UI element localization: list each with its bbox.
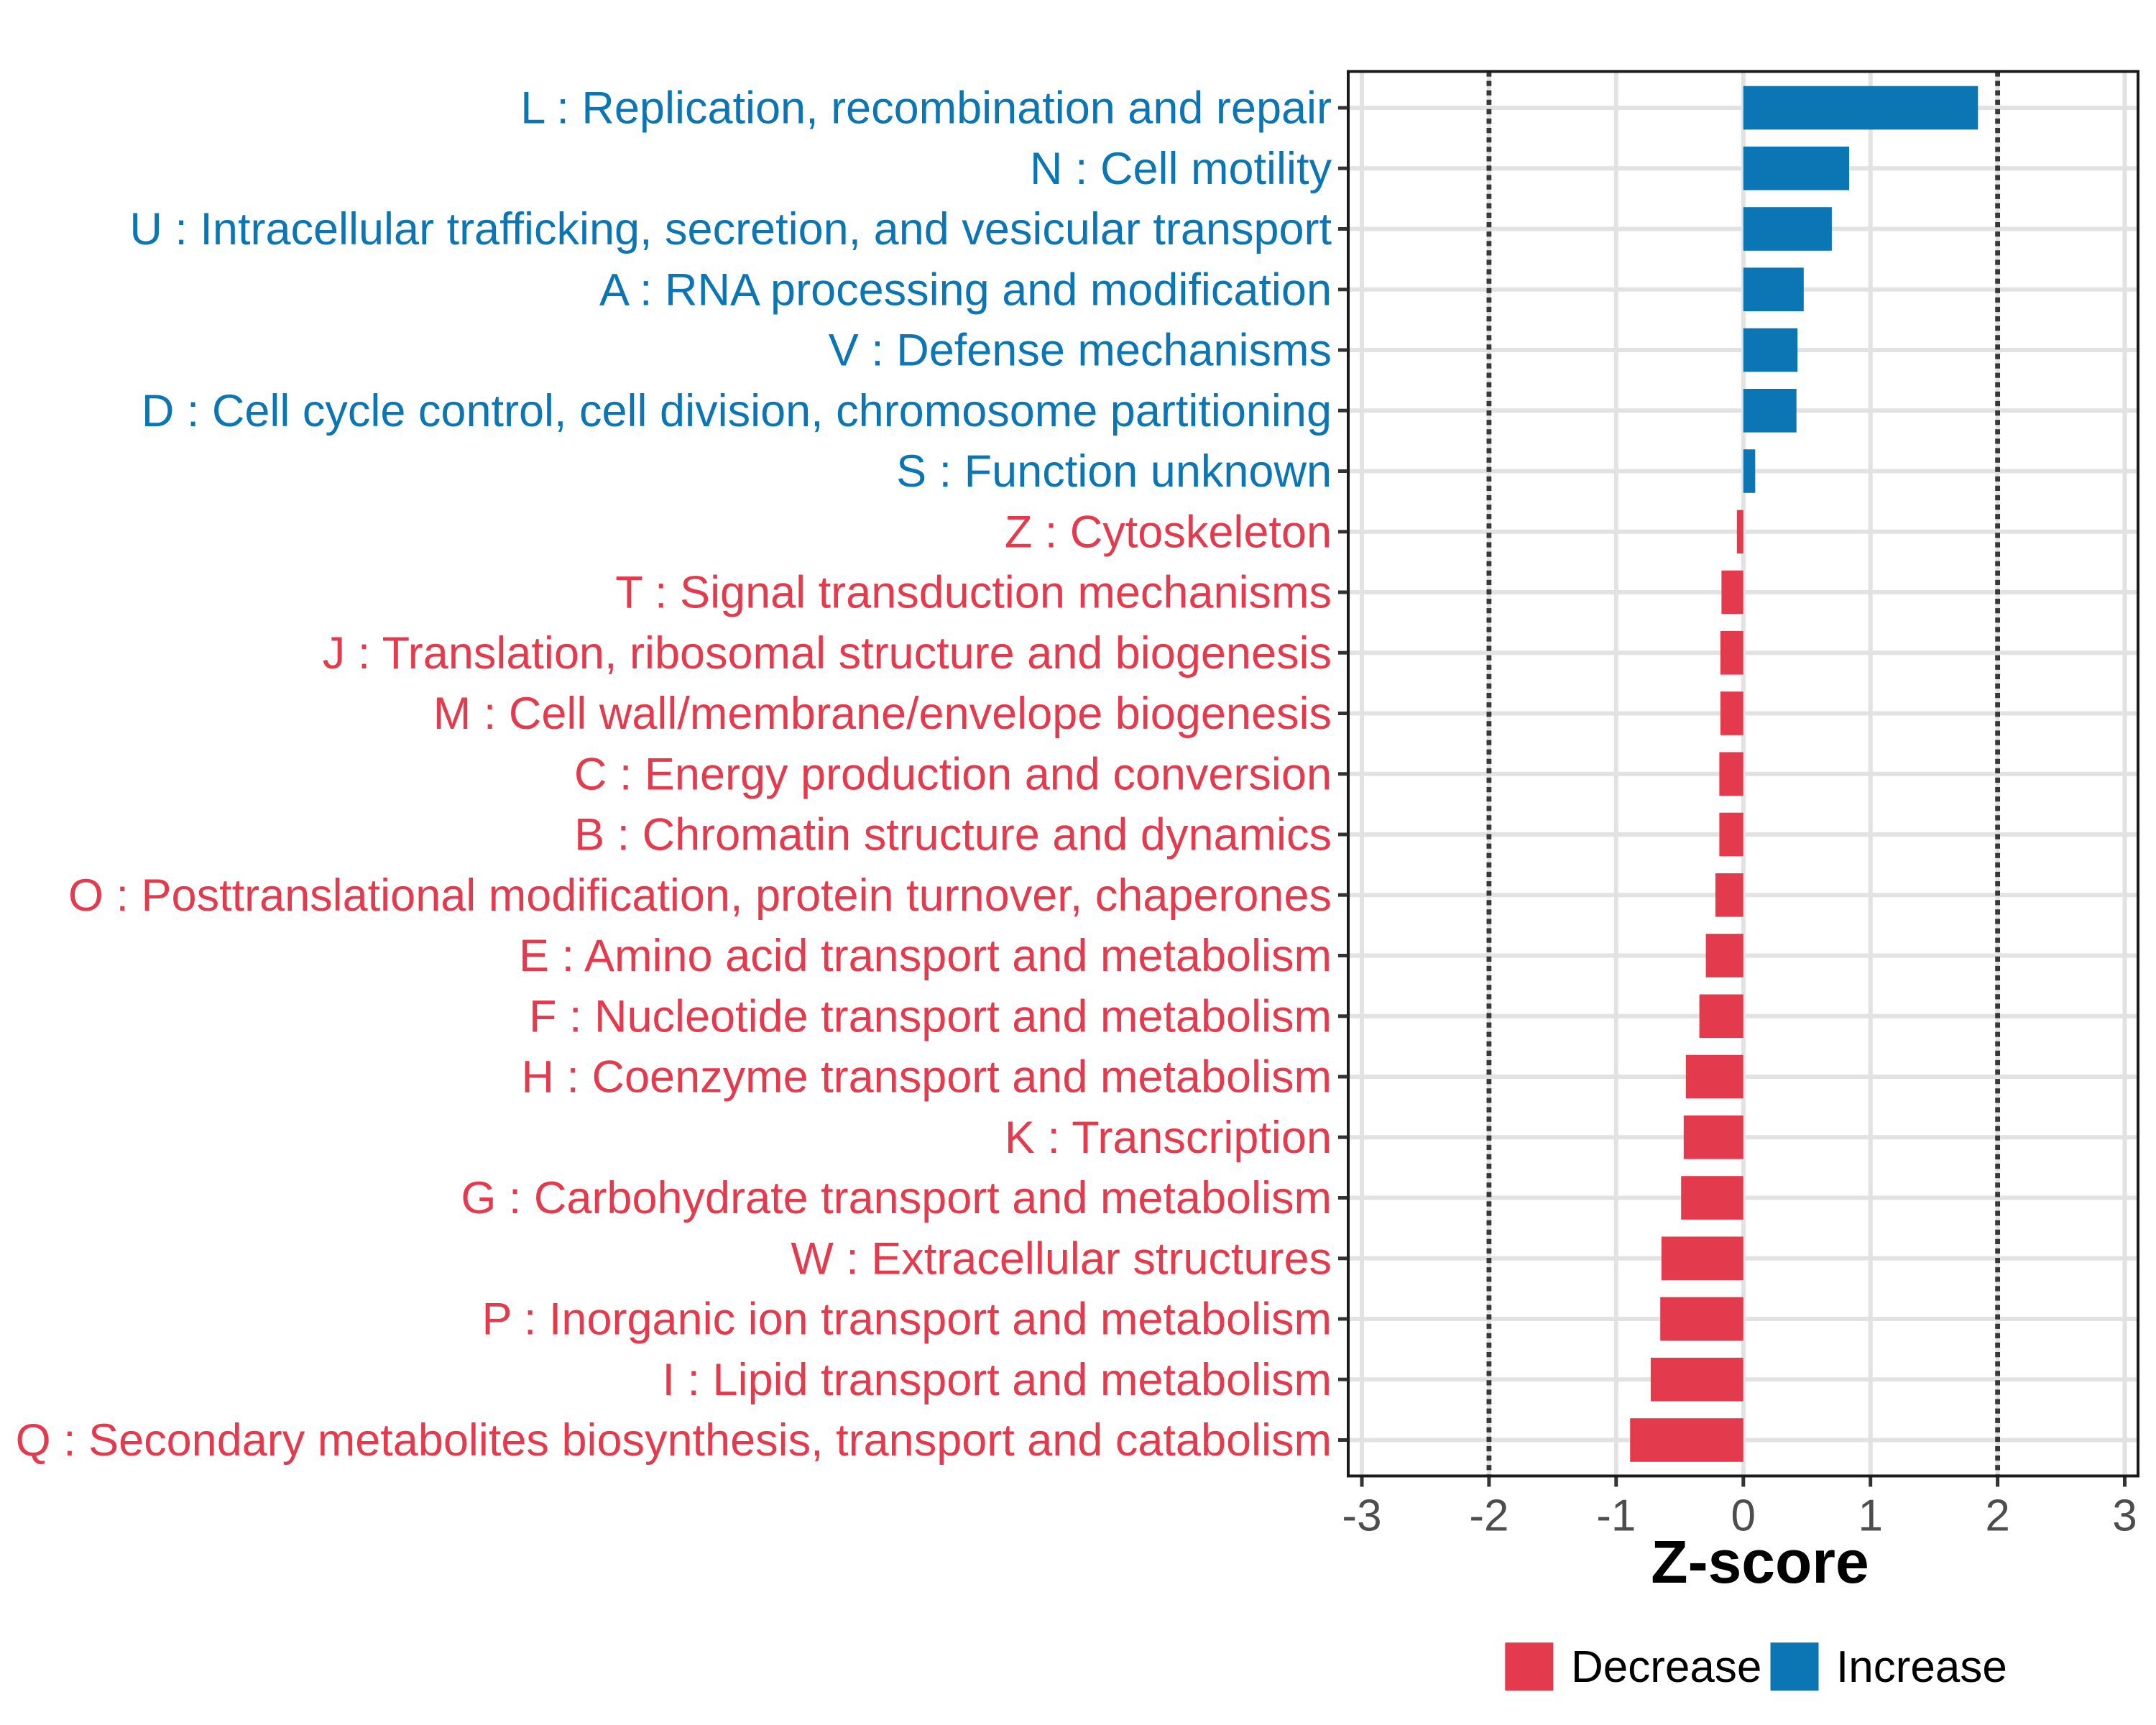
- svg-text:0: 0: [1731, 1491, 1756, 1541]
- svg-text:T : Signal transduction mechan: T : Signal transduction mechanisms: [615, 568, 1332, 618]
- svg-text:P : Inorganic ion transport an: P : Inorganic ion transport and metaboli…: [482, 1294, 1332, 1345]
- svg-text:I : Lipid transport and metabo: I : Lipid transport and metabolism: [663, 1355, 1332, 1405]
- svg-text:L : Replication, recombination: L : Replication, recombination and repai…: [520, 83, 1332, 134]
- svg-text:3: 3: [2112, 1491, 2137, 1541]
- svg-text:2: 2: [1985, 1491, 2009, 1541]
- svg-text:N : Cell motility: N : Cell motility: [1030, 144, 1332, 194]
- svg-text:E : Amino acid transport and m: E : Amino acid transport and metabolism: [519, 931, 1332, 981]
- svg-text:-3: -3: [1342, 1491, 1381, 1541]
- svg-text:Q : Secondary metabolites bios: Q : Secondary metabolites biosynthesis, …: [16, 1415, 1332, 1466]
- svg-text:M : Cell wall/membrane/envelop: M : Cell wall/membrane/envelope biogenes…: [433, 689, 1332, 739]
- svg-text:B : Chromatin structure and dy: B : Chromatin structure and dynamics: [574, 810, 1332, 860]
- svg-text:H : Coenzyme transport and met: H : Coenzyme transport and metabolism: [522, 1052, 1332, 1103]
- svg-text:-2: -2: [1469, 1491, 1508, 1541]
- svg-text:Decrease: Decrease: [1571, 1642, 1761, 1692]
- svg-text:-1: -1: [1596, 1491, 1636, 1541]
- svg-text:G : Carbohydrate transport and: G : Carbohydrate transport and metabolis…: [461, 1173, 1332, 1223]
- svg-text:Increase: Increase: [1836, 1642, 2007, 1692]
- svg-text:Z : Cytoskeleton: Z : Cytoskeleton: [1005, 507, 1332, 558]
- svg-text:C : Energy production and conv: C : Energy production and conversion: [574, 750, 1332, 800]
- svg-text:V : Defense mechanisms: V : Defense mechanisms: [829, 326, 1332, 376]
- svg-text:D : Cell cycle control, cell d: D : Cell cycle control, cell division, c…: [142, 386, 1332, 436]
- svg-text:K : Transcription: K : Transcription: [1005, 1113, 1332, 1163]
- svg-text:O : Posttranslational modifica: O : Posttranslational modification, prot…: [68, 870, 1332, 921]
- svg-text:A : RNA processing and modific: A : RNA processing and modification: [599, 264, 1332, 315]
- svg-text:Z-score: Z-score: [1651, 1528, 1869, 1596]
- svg-text:J : Translation, ribosomal str: J : Translation, ribosomal structure and…: [323, 628, 1332, 678]
- svg-text:W : Extracellular structures: W : Extracellular structures: [791, 1234, 1332, 1284]
- svg-text:F : Nucleotide transport and m: F : Nucleotide transport and metabolism: [529, 992, 1332, 1042]
- svg-text:S : Function unknown: S : Function unknown: [896, 446, 1332, 497]
- svg-text:1: 1: [1858, 1491, 1882, 1541]
- svg-text:U : Intracellular trafficking,: U : Intracellular trafficking, secretion…: [129, 204, 1332, 254]
